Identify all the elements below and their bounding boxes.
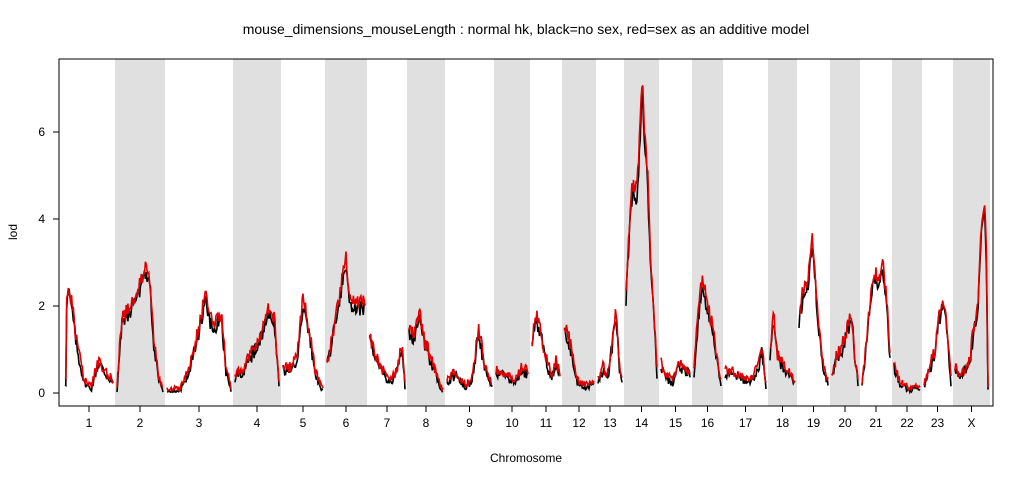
series-0-chr-4 bbox=[234, 310, 280, 387]
x-tick-label-3: 3 bbox=[196, 416, 203, 430]
series-1-chr-X bbox=[954, 205, 989, 388]
chromosome-band-12 bbox=[562, 59, 596, 406]
series-0-chr-1 bbox=[64, 288, 114, 393]
series-1-chr-11 bbox=[531, 310, 561, 379]
x-tick-label-22: 22 bbox=[900, 416, 914, 430]
x-tick-label-8: 8 bbox=[423, 416, 430, 430]
x-tick-label-2: 2 bbox=[137, 416, 144, 430]
series-1-chr-19 bbox=[798, 233, 829, 381]
plot-frame bbox=[58, 58, 994, 407]
chromosome-shading bbox=[115, 59, 990, 406]
series-1-chr-3 bbox=[166, 290, 232, 393]
series-0-chr-9 bbox=[446, 336, 493, 391]
x-tick-label-7: 7 bbox=[384, 416, 391, 430]
x-tick-label-10: 10 bbox=[505, 416, 519, 430]
chromosome-band-20 bbox=[830, 59, 860, 406]
chromosome-band-8 bbox=[407, 59, 445, 406]
y-tick-label-0: 0 bbox=[38, 386, 45, 400]
chromosome-band-2 bbox=[115, 59, 165, 406]
x-tick-label-11: 11 bbox=[540, 416, 553, 430]
series-1-chr-14 bbox=[625, 85, 658, 368]
x-tick-label-5: 5 bbox=[300, 416, 307, 430]
series-1-chr-4 bbox=[234, 303, 280, 382]
chromosome-band-10 bbox=[494, 59, 530, 406]
series-1-chr-21 bbox=[861, 259, 891, 385]
x-tick-label-15: 15 bbox=[669, 416, 683, 430]
y-axis: 0 2 4 6 bbox=[38, 125, 59, 400]
x-tick-label-14: 14 bbox=[635, 416, 649, 430]
series-0-chr-17 bbox=[724, 347, 767, 390]
x-tick-label-20: 20 bbox=[838, 416, 852, 430]
series-1-chr-6 bbox=[326, 251, 366, 363]
chromosome-band-16 bbox=[692, 59, 723, 406]
series-1-chr-8 bbox=[408, 307, 444, 393]
x-axis-label: Chromosome bbox=[490, 451, 562, 465]
series-0-chr-22 bbox=[893, 362, 921, 395]
x-tick-label-X: X bbox=[967, 416, 975, 430]
series-1-chr-15 bbox=[660, 357, 691, 382]
series-1-chr-7 bbox=[368, 333, 406, 383]
lod-series bbox=[64, 85, 989, 395]
series-0-chr-11 bbox=[531, 316, 561, 381]
y-tick-label-6: 6 bbox=[38, 125, 45, 139]
series-1-chr-12 bbox=[563, 324, 595, 388]
y-tick-label-2: 2 bbox=[38, 299, 45, 313]
series-1-chr-1 bbox=[64, 287, 114, 388]
y-tick-label-4: 4 bbox=[38, 212, 45, 226]
x-tick-label-18: 18 bbox=[776, 416, 790, 430]
chromosome-band-18 bbox=[768, 59, 797, 406]
chromosome-band-4 bbox=[233, 59, 281, 406]
x-tick-label-12: 12 bbox=[572, 416, 586, 430]
x-axis: 1 2 3 4 5 6 7 8 9 10 11 12 13 14 15 16 17 18 19 20 21 22 23 X bbox=[86, 406, 976, 430]
x-tick-label-19: 19 bbox=[807, 416, 821, 430]
series-0-chr-2 bbox=[116, 270, 164, 393]
series-1-chr-16 bbox=[693, 275, 722, 380]
x-tick-label-6: 6 bbox=[343, 416, 350, 430]
x-tick-label-23: 23 bbox=[931, 416, 945, 430]
series-1-chr-5 bbox=[282, 293, 324, 389]
series-0-chr-3 bbox=[166, 293, 232, 394]
x-tick-label-21: 21 bbox=[869, 416, 883, 430]
chromosome-band-22 bbox=[892, 59, 922, 406]
x-tick-label-17: 17 bbox=[739, 416, 753, 430]
series-1-chr-18 bbox=[769, 309, 796, 383]
y-axis-label: lod bbox=[6, 224, 20, 240]
x-tick-label-1: 1 bbox=[86, 416, 93, 430]
x-tick-label-4: 4 bbox=[254, 416, 261, 430]
series-1-chr-10 bbox=[495, 362, 529, 383]
chart-title: mouse_dimensions_mouseLength : normal hk… bbox=[243, 21, 810, 37]
series-1-chr-22 bbox=[893, 361, 921, 392]
series-1-chr-2 bbox=[116, 261, 163, 388]
series-1-chr-13 bbox=[597, 309, 623, 381]
series-1-chr-17 bbox=[724, 347, 767, 383]
x-tick-label-9: 9 bbox=[466, 416, 473, 430]
x-tick-label-16: 16 bbox=[701, 416, 715, 430]
x-tick-label-13: 13 bbox=[603, 416, 617, 430]
series-1-chr-9 bbox=[446, 323, 492, 389]
series-1-chr-20 bbox=[831, 313, 859, 380]
series-1-chr-23 bbox=[923, 300, 952, 386]
series-0-chr-12 bbox=[563, 327, 595, 392]
